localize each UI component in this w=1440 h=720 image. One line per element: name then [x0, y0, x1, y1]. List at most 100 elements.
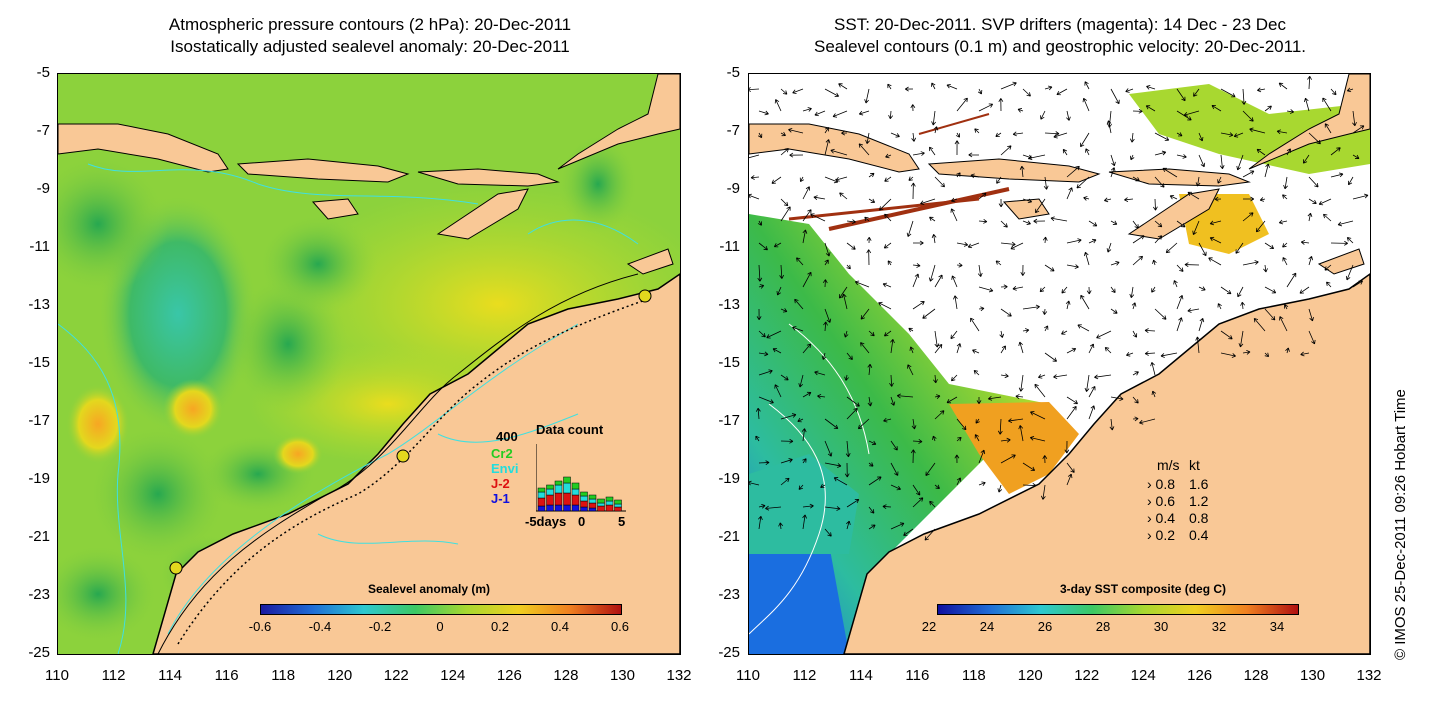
- velocity-arrow: [821, 352, 827, 360]
- y-tick-label: -5: [36, 64, 50, 81]
- velocity-arrow: [1192, 220, 1200, 236]
- velocity-arrow: [1154, 220, 1163, 228]
- right-title-line1: SST: 20-Dec-2011. SVP drifters (magenta)…: [834, 15, 1286, 34]
- velocity-arrow: [1132, 220, 1139, 229]
- velocity-arrow: [1242, 212, 1254, 222]
- data-count-xlabel-start: -5days: [525, 514, 567, 529]
- x-tick-label: 132: [1356, 667, 1382, 684]
- velocity-legend-ms: › 0.6: [1147, 493, 1176, 509]
- velocity-arrow: [1000, 220, 1008, 228]
- velocity-arrow: [1238, 330, 1244, 348]
- velocity-arrow: [1300, 240, 1310, 245]
- y-tick-label: -17: [718, 412, 740, 429]
- histogram-bar-segment: [580, 500, 588, 508]
- velocity-arrow: [978, 481, 986, 486]
- velocity-arrow: [951, 374, 958, 382]
- velocity-arrow: [1195, 176, 1201, 187]
- velocity-arrow: [995, 260, 1002, 266]
- velocity-arrow: [1043, 176, 1049, 190]
- velocity-arrow: [773, 242, 782, 248]
- velocity-arrow: [1217, 176, 1222, 184]
- colorbar-tick-label: 0.6: [610, 619, 630, 634]
- velocity-arrow: [846, 407, 858, 420]
- velocity-arrow: [995, 132, 1002, 137]
- velocity-arrow: [780, 131, 786, 137]
- velocity-arrow: [887, 83, 892, 90]
- velocity-arrow: [997, 484, 1003, 493]
- velocity-arrow: [846, 396, 860, 407]
- y-tick-label: -17: [28, 412, 50, 429]
- velocity-arrow: [1044, 352, 1058, 362]
- velocity-legend-kt: 1.2: [1189, 493, 1209, 509]
- velocity-arrow: [1264, 286, 1277, 294]
- velocity-arrow: [1249, 127, 1266, 134]
- velocity-arrow: [799, 176, 805, 183]
- velocity-arrow: [1220, 286, 1232, 295]
- velocity-arrow: [1257, 87, 1266, 93]
- velocity-arrow: [908, 327, 914, 333]
- velocity-arrow: [845, 440, 851, 458]
- velocity-arrow: [911, 132, 917, 142]
- velocity-arrow: [1237, 286, 1244, 298]
- velocity-arrow: [1000, 145, 1012, 156]
- y-tick-label: -9: [726, 180, 740, 197]
- velocity-arrow: [882, 504, 892, 510]
- velocity-arrow: [956, 97, 968, 112]
- velocity-arrow: [774, 99, 782, 112]
- velocity-arrow: [789, 152, 804, 158]
- x-tick-label: 114: [158, 667, 183, 684]
- velocity-legend-ms: › 0.4: [1147, 510, 1176, 526]
- velocity-arrow: [1322, 97, 1332, 112]
- velocity-arrow: [1040, 110, 1046, 120]
- colorbar-tick-label: 22: [921, 619, 937, 634]
- velocity-arrow: [1282, 194, 1288, 200]
- velocity-arrow: [1104, 197, 1112, 203]
- velocity-arrow: [1299, 286, 1310, 294]
- velocity-arrow: [1276, 129, 1288, 135]
- velocity-arrow: [758, 330, 766, 338]
- histogram-bar-segment: [597, 505, 605, 512]
- velocity-arrow: [1352, 280, 1363, 288]
- velocity-arrow: [951, 197, 958, 203]
- velocity-arrow: [890, 522, 905, 530]
- velocity-arrow: [1308, 198, 1317, 204]
- velocity-arrow: [1209, 236, 1222, 244]
- velocity-arrow: [920, 198, 936, 206]
- velocity-arrow: [956, 343, 962, 354]
- right-colorbar: [937, 604, 1299, 615]
- velocity-arrow: [838, 83, 848, 90]
- velocity-arrow: [1035, 198, 1046, 214]
- velocity-arrow: [867, 363, 873, 376]
- velocity-arrow: [1050, 216, 1068, 222]
- velocity-arrow: [749, 193, 760, 200]
- velocity-arrow: [878, 301, 892, 310]
- velocity-arrow: [951, 275, 958, 288]
- y-tick-label: -15: [28, 354, 50, 371]
- histogram-bar-segment: [546, 484, 554, 490]
- velocity-arrow: [934, 410, 945, 420]
- velocity-arrow: [1015, 394, 1024, 399]
- velocity-arrow: [922, 308, 936, 319]
- velocity-arrow: [1307, 212, 1313, 222]
- velocity-arrow: [750, 175, 760, 180]
- velocity-arrow: [972, 349, 980, 354]
- velocity-arrow: [1110, 261, 1120, 266]
- velocity-arrow: [1061, 330, 1068, 335]
- velocity-arrow: [1154, 150, 1167, 156]
- velocity-arrow: [975, 418, 980, 424]
- velocity-arrow: [824, 462, 842, 468]
- velocity-arrow: [1264, 163, 1270, 178]
- sst-field: [749, 74, 1370, 654]
- velocity-arrow: [910, 182, 916, 200]
- velocity-arrow: [1169, 194, 1178, 200]
- velocity-header-kt: kt: [1189, 457, 1200, 473]
- velocity-arrow: [1033, 218, 1046, 224]
- velocity-arrow: [1132, 108, 1143, 114]
- velocity-arrow: [1308, 330, 1316, 345]
- velocity-arrow: [758, 110, 769, 116]
- velocity-arrow: [956, 172, 961, 178]
- velocity-arrow: [1330, 172, 1344, 178]
- velocity-arrow: [846, 264, 851, 270]
- velocity-arrow: [1176, 88, 1186, 102]
- velocity-arrow: [780, 148, 789, 156]
